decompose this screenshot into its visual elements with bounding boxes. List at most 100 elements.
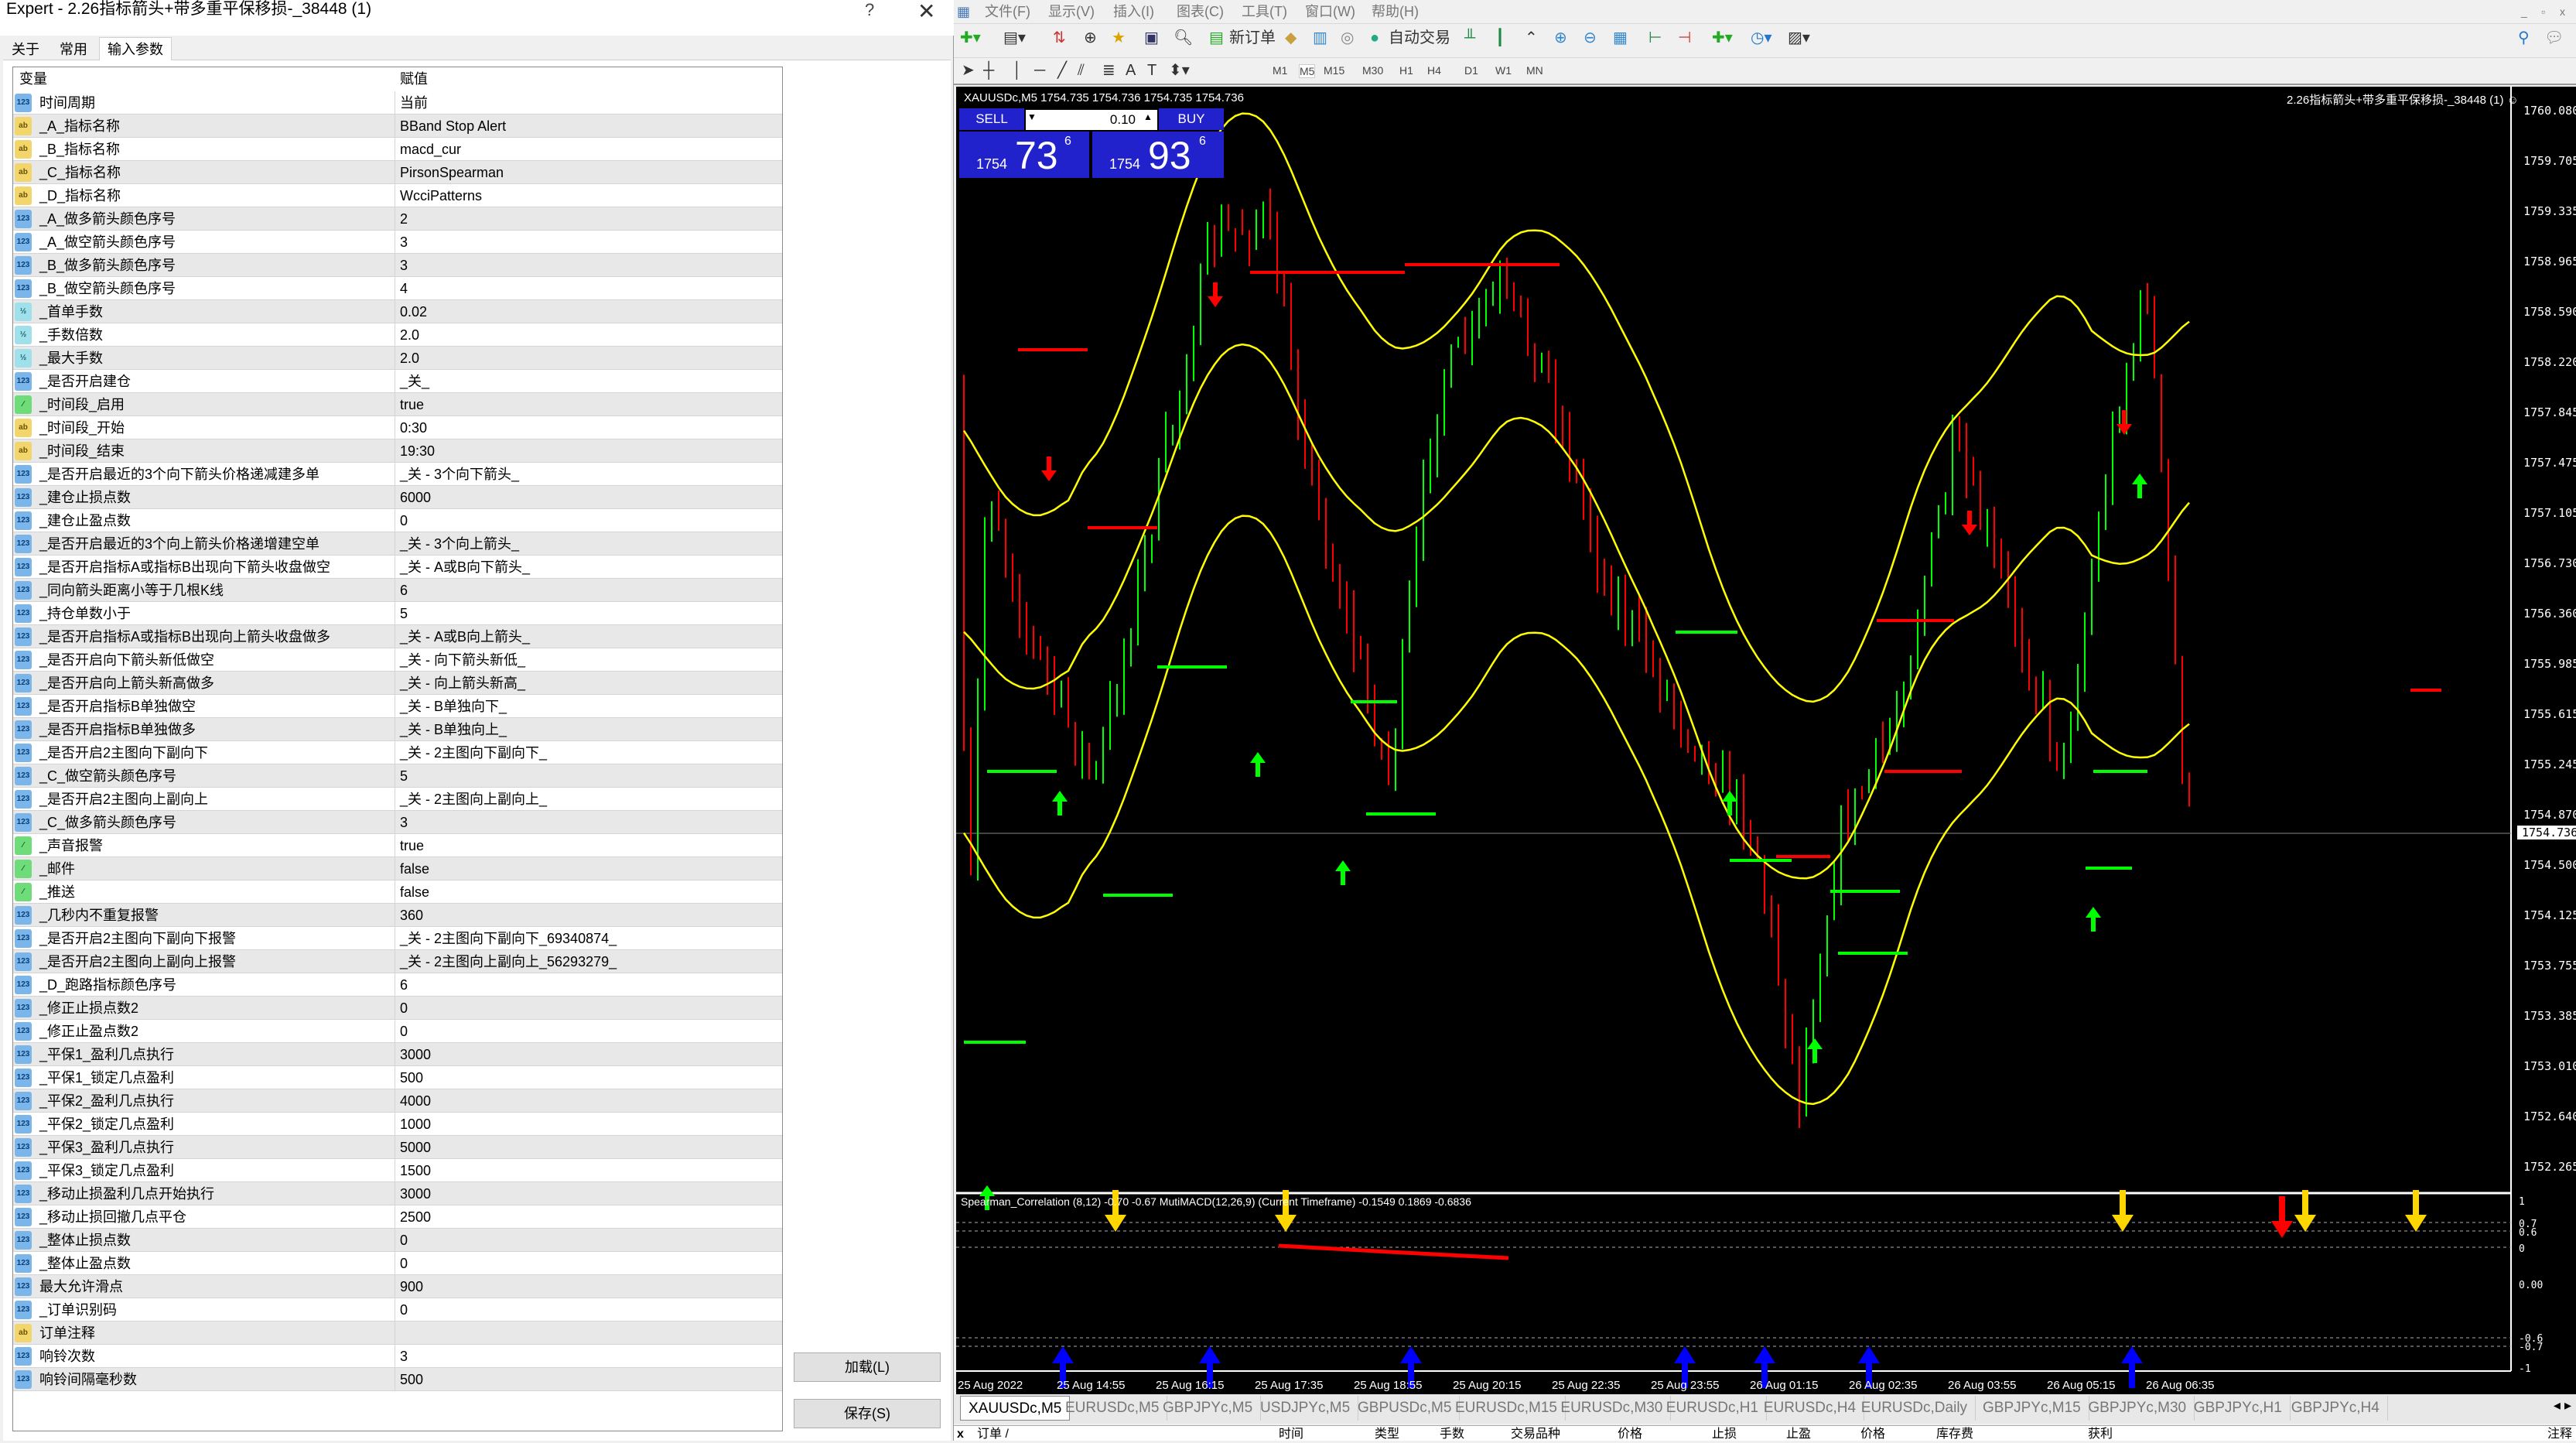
parameter-row[interactable]: 123 _平保2_锁定几点盈利 1000 [13,1113,782,1136]
list-column-header[interactable]: 止损 [1712,1428,1737,1441]
parameter-value[interactable]: 3 [400,815,408,830]
load-button[interactable]: 加载(L) [794,1352,941,1382]
tile-windows-icon[interactable]: ▦ [1613,29,1628,46]
parameter-value[interactable]: true [400,397,425,412]
parameter-value[interactable]: false [400,884,430,900]
volume-up-icon[interactable]: ▲ [1143,111,1153,122]
parameter-value[interactable]: 2.0 [400,350,420,366]
close-panel-icon[interactable]: x [957,1428,964,1441]
parameter-row[interactable]: 123 _平保1_锁定几点盈利 500 [13,1066,782,1089]
autoscroll-icon[interactable]: ⊣ [1678,29,1692,46]
list-column-header[interactable]: 类型 [1375,1428,1400,1441]
parameter-row[interactable]: 123 _移动止损回撤几点平仓 2500 [13,1205,782,1229]
parameter-row[interactable]: ab _时间段_结束 19:30 [13,439,782,463]
navigator-icon[interactable]: ★ [1112,29,1126,46]
parameter-value[interactable]: 1000 [400,1116,432,1132]
line-chart-icon[interactable]: ⌃ [1525,29,1538,46]
timeframe-m30[interactable]: M30 [1362,64,1384,77]
list-column-header[interactable]: 注释 [2547,1428,2573,1441]
price-chart[interactable] [956,87,2576,1394]
list-column-header[interactable]: 库存费 [1936,1428,1974,1441]
arrows-icon[interactable]: ⬍▾ [1169,62,1190,79]
parameter-value[interactable]: macd_cur [400,142,462,157]
parameter-row[interactable]: 123 _是否开启最近的3个向上箭头价格递增建空单 _关 - 3个向上箭头_ [13,532,782,556]
parameter-row[interactable]: 123 _订单识别码 0 [13,1298,782,1322]
chart-tab[interactable]: EURUSDc,M30 [1553,1396,1672,1421]
chart-tab[interactable]: GBPJPYc,M30 [2080,1396,2195,1421]
list-column-header[interactable]: 价格 [1860,1428,1886,1441]
parameter-row[interactable]: 123 _是否开启2主图向下副向下 _关 - 2主图向下副向下_ [13,741,782,764]
parameter-row[interactable]: 123 _B_做空箭头颜色序号 4 [13,277,782,300]
parameter-value[interactable]: _关 - 3个向上箭头_ [400,536,520,552]
parameter-row[interactable]: ab _D_指标名称 WcciPatterns [13,184,782,207]
market-icon[interactable]: ◎ [1341,29,1355,46]
chart-tab[interactable]: GBPJPYc,M5 [1155,1396,1262,1421]
parameter-row[interactable]: ab _B_指标名称 macd_cur [13,138,782,161]
parameter-row[interactable]: 123 时间周期 当前 [13,91,782,115]
parameter-value[interactable]: 3000 [400,1047,432,1062]
fibonacci-icon[interactable]: ≣ [1102,62,1115,79]
parameter-value[interactable]: 500 [400,1070,424,1086]
parameter-row[interactable]: 123 最大允许滑点 900 [13,1275,782,1298]
signals-icon[interactable]: ▥ [1313,29,1327,46]
parameter-value[interactable]: 3 [400,234,408,250]
volume-down-icon[interactable]: ▼ [1027,111,1037,122]
sell-price[interactable]: 1754 73 6 [959,132,1089,178]
parameter-value[interactable]: 5 [400,768,408,784]
parameter-row[interactable]: 123 _是否开启2主图向上副向上 _关 - 2主图向上副向上_ [13,788,782,811]
parameter-row[interactable]: 123 _修正止盈点数2 0 [13,1020,782,1043]
chart-tab[interactable]: USDJPYc,M5 [1252,1396,1359,1421]
parameter-row[interactable]: 123 _整体止盈点数 0 [13,1252,782,1275]
parameter-value[interactable]: _关 - 2主图向下副向下_ [400,745,548,761]
parameter-row[interactable]: 123 _整体止损点数 0 [13,1229,782,1252]
profiles-icon[interactable]: ▤▾ [1003,29,1026,46]
parameter-row[interactable]: ½ _手数倍数 2.0 [13,323,782,347]
parameter-row[interactable]: 123 _同向箭头距离小等于几根K线 6 [13,579,782,602]
parameter-value[interactable]: 1500 [400,1163,432,1178]
tab-about[interactable]: 关于 [12,42,39,57]
menu-help[interactable]: 帮助(H) [1372,4,1419,19]
zoom-out-icon[interactable]: ⊖ [1584,29,1597,46]
timeframe-m15[interactable]: M15 [1324,64,1345,77]
tab-common[interactable]: 常用 [60,42,87,57]
chat-icon[interactable]: 💬︎ [2544,29,2564,46]
close-button[interactable]: ✕ [917,0,936,23]
restore-icon[interactable]: ▫ [2541,5,2545,18]
parameter-value[interactable]: 2 [400,211,408,227]
parameter-value[interactable]: 6 [400,977,408,993]
parameter-value[interactable]: 2500 [400,1209,432,1225]
parameter-value[interactable]: 0 [400,1302,408,1318]
parameter-value[interactable]: 0 [400,1000,408,1016]
parameter-row[interactable]: 123 _是否开启最近的3个向下箭头价格递减建多单 _关 - 3个向下箭头_ [13,463,782,486]
parameter-row[interactable]: ⁄ _推送 false [13,881,782,904]
list-column-header[interactable]: 止盈 [1786,1428,1812,1441]
timeframe-m1[interactable]: M1 [1273,64,1288,77]
parameter-row[interactable]: ½ _首单手数 0.02 [13,300,782,323]
periods-icon[interactable]: ◷▾ [1751,29,1772,46]
parameter-value[interactable]: _关 - 向下箭头新低_ [400,652,526,668]
parameter-row[interactable]: 123 _平保3_盈利几点执行 5000 [13,1136,782,1159]
chart-shift-icon[interactable]: ⊢ [1648,29,1662,46]
trendline-icon[interactable]: ╱ [1057,62,1068,79]
candlestick-icon[interactable]: ┃ [1495,29,1505,46]
parameter-value[interactable]: false [400,861,430,877]
parameter-value[interactable]: _关 - B单独向下_ [400,699,507,714]
parameter-row[interactable]: 123 _B_做多箭头颜色序号 3 [13,254,782,277]
parameter-row[interactable]: 123 _A_做空箭头颜色序号 3 [13,231,782,254]
parameter-value[interactable]: 3 [400,258,408,273]
chart-tab[interactable]: EURUSDc,H1 [1659,1396,1768,1421]
parameter-value[interactable]: 5000 [400,1140,432,1155]
minimize-icon[interactable]: _ [2521,5,2527,18]
parameter-value[interactable]: 3000 [400,1186,432,1202]
menu-charts[interactable]: 图表(C) [1177,4,1224,19]
parameter-value[interactable]: 4000 [400,1093,432,1109]
parameter-row[interactable]: 123 _C_做多箭头颜色序号 3 [13,811,782,834]
help-button[interactable]: ? [865,0,875,19]
terminal-icon[interactable]: ▣ [1144,29,1159,46]
list-column-header[interactable]: 订单 / [977,1428,1009,1441]
new-chart-icon[interactable]: ✚▾ [960,29,981,46]
parameter-row[interactable]: 123 _几秒内不重复报警 360 [13,904,782,927]
parameter-row[interactable]: 123 _是否开启2主图向下副向下报警 _关 - 2主图向下副向下_69340874… [13,927,782,950]
metaeditor-icon[interactable]: ◆ [1285,29,1297,46]
zoom-in-icon[interactable]: ⊕ [1554,29,1567,46]
